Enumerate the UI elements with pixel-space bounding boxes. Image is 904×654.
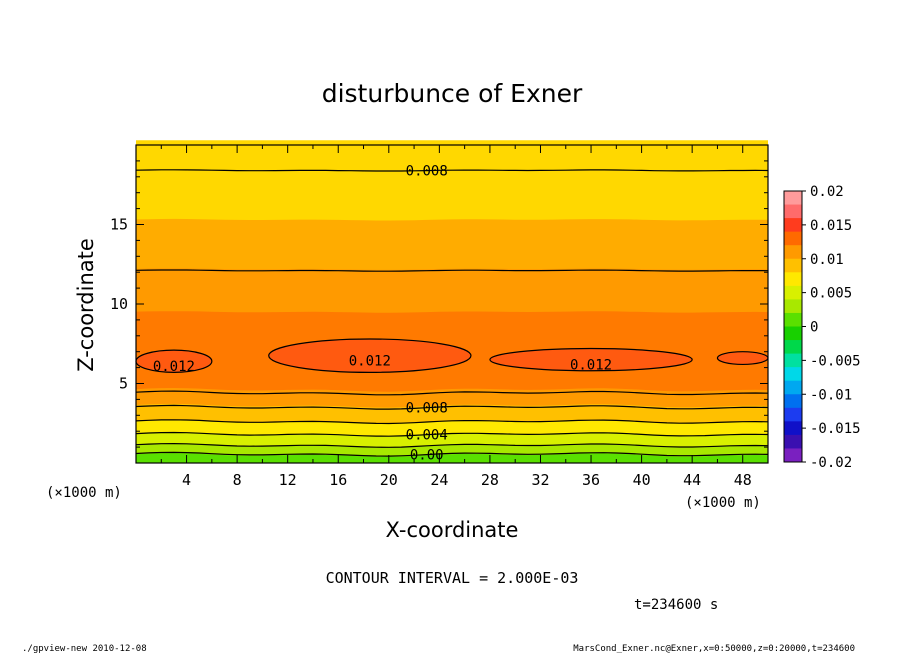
colorbar-segment-3 (784, 231, 802, 246)
contour-label-0: 0.00 (410, 447, 444, 463)
x-tick-label-0: 4 (182, 471, 191, 489)
colorbar-label-3: 0.005 (810, 286, 852, 302)
colorbar-segment-9 (784, 312, 802, 327)
max-region-3 (716, 351, 769, 366)
x-tick-label-3: 16 (329, 471, 347, 489)
colorbar-label-6: -0.01 (810, 387, 852, 403)
colorbar-segment-12 (784, 353, 802, 368)
contour-line-1 (135, 442, 769, 448)
x-tick-label-9: 40 (633, 471, 651, 489)
contour-label-4: 0.012 (153, 359, 195, 375)
contour-line-5 (135, 390, 769, 396)
contour-line-6 (135, 269, 769, 272)
colorbar-label-4: 0 (810, 320, 818, 336)
contour-label-3: 0.008 (406, 163, 448, 179)
footer-left: ./gpview-new 2010-12-08 (22, 644, 147, 654)
band-4 (136, 400, 768, 424)
x-tick-label-5: 24 (430, 471, 448, 489)
x-tick-label-7: 32 (531, 471, 549, 489)
colorbar-label-5: -0.005 (810, 353, 861, 369)
plot-fill (135, 140, 769, 463)
colorbar-segment-14 (784, 380, 802, 395)
band-8 (136, 214, 768, 270)
x-unit-label: (×1000 m) (685, 495, 761, 511)
contour-line-2 (135, 431, 769, 437)
max-region-1 (268, 338, 472, 373)
colorbar-segment-1 (784, 204, 802, 219)
contour-line-0 (135, 451, 769, 457)
colorbar-segment-6 (784, 272, 802, 287)
colorbar-label-8: -0.02 (810, 455, 852, 471)
colorbar-segment-19 (784, 448, 802, 463)
colorbar-segment-13 (784, 367, 802, 382)
contour-label-2: 0.008 (406, 400, 448, 416)
x-tick-label-4: 20 (380, 471, 398, 489)
contour-line-4 (135, 404, 769, 410)
colorbar-segment-15 (784, 394, 802, 409)
colorbar-segment-2 (784, 218, 802, 233)
colorbar-segment-7 (784, 285, 802, 300)
contour-label-6: 0.012 (570, 357, 612, 373)
x-axis-label: X-coordinate (386, 518, 519, 542)
x-tick-label-6: 28 (481, 471, 499, 489)
colorbar-segment-8 (784, 299, 802, 314)
contour-lines: 0.00 0.004 0.008 0.008 0.012 0.012 0.012 (135, 163, 769, 463)
x-tick-label-11: 48 (734, 471, 752, 489)
x-tick-label-8: 36 (582, 471, 600, 489)
contour-line-3 (135, 419, 769, 425)
colorbar-segment-0 (784, 191, 802, 206)
y-tick-label-2: 15 (110, 216, 128, 234)
contour-label-5: 0.012 (349, 353, 391, 369)
time-label: t=234600 s (634, 597, 718, 613)
colorbar-segment-16 (784, 407, 802, 422)
colorbar-segment-18 (784, 434, 802, 449)
contour-label-1: 0.004 (406, 427, 448, 443)
colorbar-segment-10 (784, 326, 802, 341)
colorbar: 0.02 0.015 0.01 0.005 0 -0.005 -0.01 -0.015 -0.0… (783, 184, 861, 471)
x-tick-label-10: 44 (683, 471, 701, 489)
chart-title: disturbunce of Exner (322, 79, 583, 108)
footer-right: MarsCond_Exner.nc@Exner,x=0:50000,z=0:20… (573, 644, 855, 654)
band-5 (136, 385, 768, 408)
max-region-2 (489, 347, 693, 372)
colorbar-label-0: 0.02 (810, 184, 844, 200)
colorbar-label-1: 0.015 (810, 218, 852, 234)
y-tick-label-0: 5 (119, 375, 128, 393)
contour-interval-label: CONTOUR INTERVAL = 2.000E-03 (326, 569, 579, 587)
colorbar-label-2: 0.01 (810, 252, 844, 268)
colorbar-label-7: -0.015 (810, 421, 861, 437)
colorbar-segment-4 (784, 245, 802, 260)
y-tick-label-1: 10 (110, 295, 128, 313)
x-tick-label-1: 8 (233, 471, 242, 489)
colorbar-segment-11 (784, 340, 802, 355)
band-9 (136, 140, 768, 221)
y-unit-label: (×1000 m) (46, 485, 122, 501)
band-7 (136, 264, 768, 313)
y-axis-label: Z-coordinate (74, 238, 98, 372)
colorbar-segment-17 (784, 421, 802, 436)
colorbar-segment-5 (784, 258, 802, 273)
x-tick-label-2: 12 (279, 471, 297, 489)
contour-line-7 (135, 169, 769, 172)
